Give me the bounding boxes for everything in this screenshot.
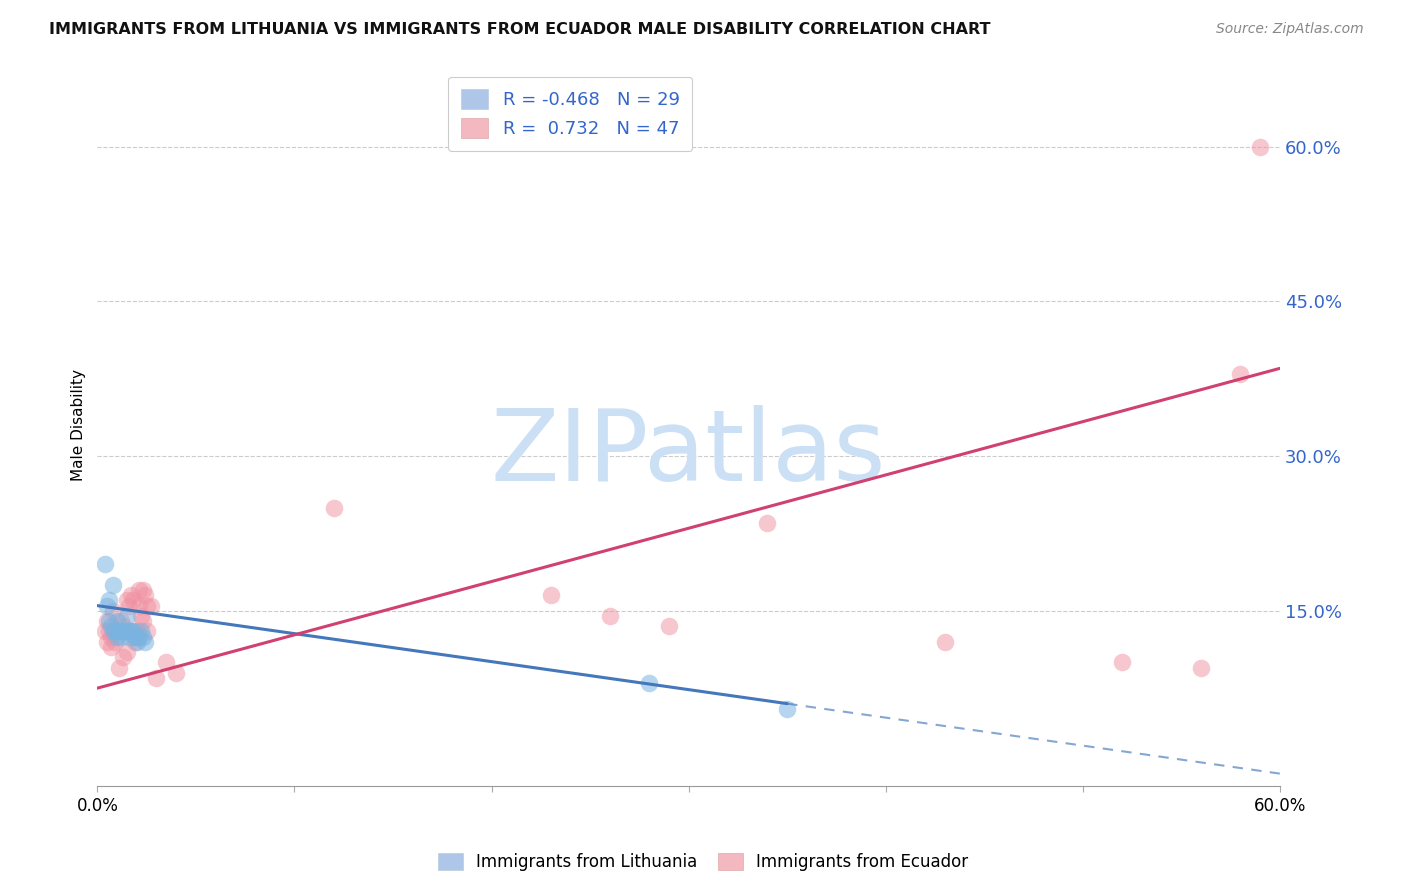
Point: [96, 599, 118, 613]
Point: [131, 614, 153, 628]
Point: [104, 624, 127, 639]
Point: [129, 609, 152, 624]
Point: [105, 624, 128, 639]
Point: [129, 624, 152, 639]
Point: [108, 624, 131, 639]
Point: [776, 702, 799, 716]
Point: [1111, 656, 1133, 670]
Point: [111, 624, 134, 639]
Point: [96, 634, 118, 648]
Text: ZIPatlas: ZIPatlas: [491, 406, 886, 502]
Point: [128, 630, 150, 644]
Y-axis label: Male Disability: Male Disability: [72, 369, 86, 481]
Point: [118, 599, 141, 613]
Point: [115, 609, 138, 624]
Point: [322, 500, 344, 515]
Point: [128, 599, 150, 613]
Point: [934, 634, 956, 648]
Point: [124, 634, 146, 648]
Point: [125, 634, 148, 648]
Point: [104, 624, 127, 639]
Text: IMMIGRANTS FROM LITHUANIA VS IMMIGRANTS FROM ECUADOR MALE DISABILITY CORRELATION: IMMIGRANTS FROM LITHUANIA VS IMMIGRANTS …: [49, 22, 991, 37]
Point: [114, 624, 136, 639]
Point: [134, 634, 156, 648]
Point: [111, 650, 134, 665]
Point: [101, 578, 124, 592]
Point: [98, 614, 121, 628]
Point: [105, 630, 128, 644]
Point: [1189, 660, 1212, 674]
Point: [599, 609, 621, 624]
Point: [128, 583, 150, 598]
Point: [98, 624, 121, 639]
Point: [101, 624, 124, 639]
Point: [98, 593, 121, 607]
Point: [125, 630, 148, 644]
Point: [165, 665, 187, 680]
Point: [135, 624, 157, 639]
Legend: R = -0.468   N = 29, R =  0.732   N = 47: R = -0.468 N = 29, R = 0.732 N = 47: [449, 77, 692, 151]
Point: [118, 624, 141, 639]
Point: [115, 593, 138, 607]
Point: [1249, 139, 1271, 153]
Point: [114, 624, 136, 639]
Point: [118, 630, 141, 644]
Point: [105, 614, 128, 628]
Point: [135, 599, 157, 613]
Legend: Immigrants from Lithuania, Immigrants from Ecuador: Immigrants from Lithuania, Immigrants fr…: [430, 845, 976, 880]
Point: [658, 619, 681, 633]
Point: [101, 604, 124, 618]
Point: [124, 630, 146, 644]
Point: [155, 656, 177, 670]
Point: [104, 634, 127, 648]
Point: [121, 593, 143, 607]
Point: [131, 583, 153, 598]
Point: [111, 619, 134, 633]
Point: [139, 599, 162, 613]
Point: [110, 630, 132, 644]
Point: [100, 619, 122, 633]
Point: [100, 640, 122, 654]
Text: Source: ZipAtlas.com: Source: ZipAtlas.com: [1216, 22, 1364, 37]
Point: [1229, 367, 1251, 381]
Point: [100, 630, 122, 644]
Point: [134, 588, 156, 602]
Point: [756, 516, 779, 530]
Point: [638, 676, 661, 690]
Point: [110, 624, 132, 639]
Point: [120, 624, 142, 639]
Point: [124, 630, 146, 644]
Point: [115, 645, 138, 659]
Point: [125, 624, 148, 639]
Point: [120, 624, 142, 639]
Point: [96, 614, 118, 628]
Point: [108, 660, 131, 674]
Point: [94, 624, 117, 639]
Point: [108, 624, 131, 639]
Point: [540, 588, 562, 602]
Point: [120, 588, 142, 602]
Point: [145, 671, 167, 685]
Point: [94, 558, 117, 572]
Point: [110, 614, 132, 628]
Point: [131, 630, 153, 644]
Point: [121, 624, 143, 639]
